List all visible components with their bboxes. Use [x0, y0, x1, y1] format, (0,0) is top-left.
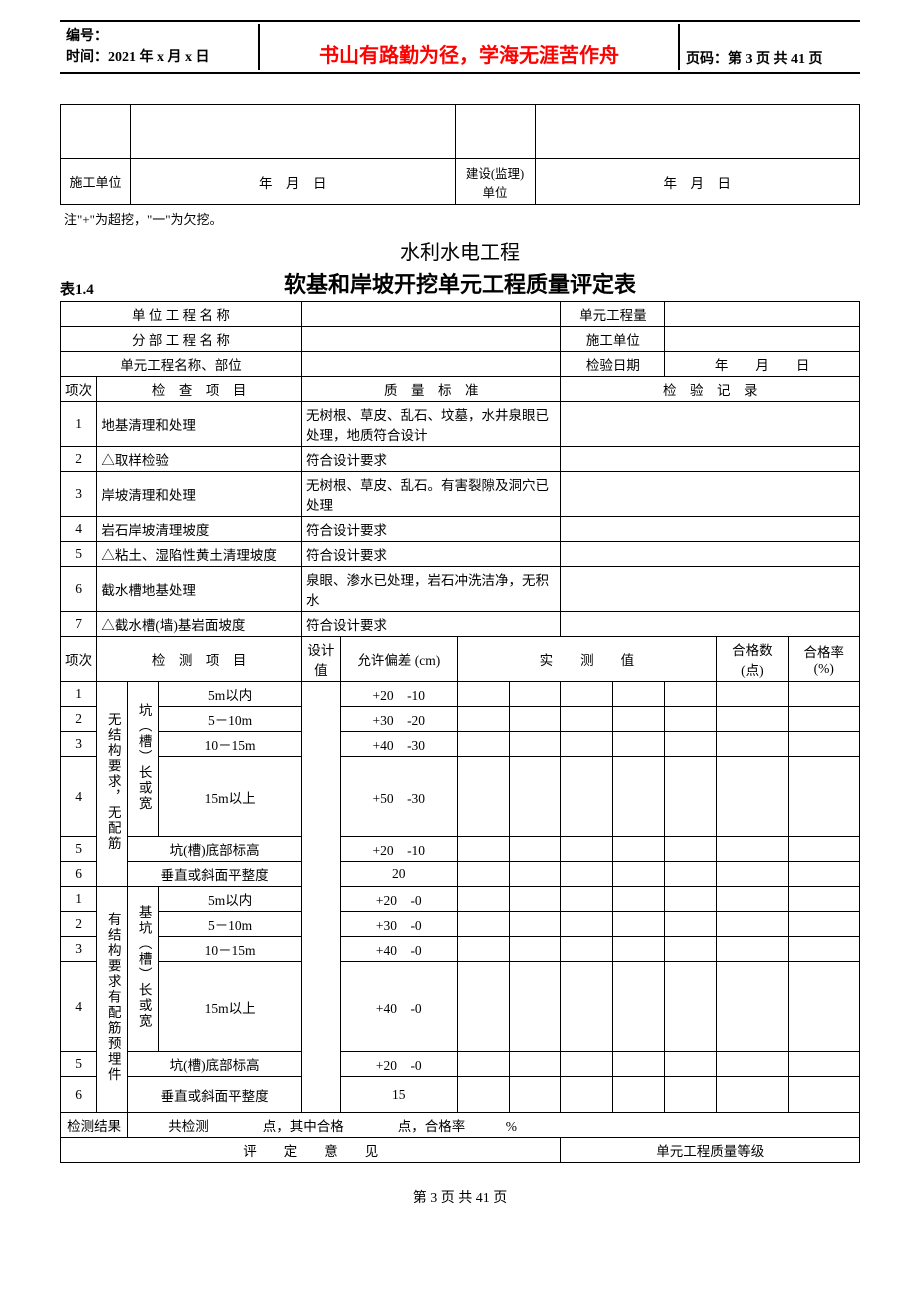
ch-c1: 项次: [61, 377, 97, 402]
group1-label: 无结构要求，无配筋: [97, 682, 128, 887]
sub-label: 坑（槽）长或宽: [128, 682, 159, 837]
final-right: 单元工程质量等级: [561, 1138, 860, 1163]
result-row: 检测结果 共检测 点，其中合格 点，合格率 %: [61, 1113, 860, 1138]
sig-right-date: 年 月 日: [535, 159, 860, 205]
sig-left-date: 年 月 日: [131, 159, 456, 205]
check-row: 4岩石岸坡清理坡度符合设计要求: [61, 517, 860, 542]
meas-row: 415m以上+40 -0: [61, 962, 860, 1052]
check-row: 7△截水槽(墙)基岩面坡度符合设计要求: [61, 612, 860, 637]
final-row: 评 定 意 见 单元工程质量等级: [61, 1138, 860, 1163]
meas-row: 6垂直或斜面平整度20: [61, 862, 860, 887]
signature-table: 施工单位 年 月 日 建设(监理) 单位 年 月 日: [60, 104, 860, 205]
mh-c6: 合格数 (点): [717, 637, 788, 682]
r1-left: 单 位 工 程 名 称: [61, 302, 302, 327]
meas-row: 1 有结构要求有配筋预埋件 基坑（槽）长或宽 5m以内 +20 -0: [61, 887, 860, 912]
mh-c5: 实 测 值: [457, 637, 717, 682]
r3-left: 单元工程名称、部位: [61, 352, 302, 377]
check-header: 项次 检 查 项 目 质 量 标 准 检 验 记 录: [61, 377, 860, 402]
ch-c3: 质 量 标 准: [301, 377, 561, 402]
mh-c2: 检 测 项 目: [97, 637, 302, 682]
sub-label2: 基坑（槽）长或宽: [128, 887, 159, 1052]
title-row: 表1.4 软基和岸坡开挖单元工程质量评定表: [60, 267, 860, 299]
check-row: 2△取样检验符合设计要求: [61, 447, 860, 472]
mh-c4: 允许偏差 (cm): [340, 637, 457, 682]
page-header: 编号： 时间：2021 年 x 月 x 日 书山有路勤为径，学海无涯苦作舟 页码…: [60, 24, 860, 74]
page-footer: 第 3 页 共 41 页: [60, 1187, 860, 1207]
info-row-2: 分 部 工 程 名 称 施工单位: [61, 327, 860, 352]
ch-c2: 检 查 项 目: [97, 377, 302, 402]
meas-row: 25－10m+30 -20: [61, 707, 860, 732]
ch-c4: 检 验 记 录: [561, 377, 860, 402]
mh-c1: 项次: [61, 637, 97, 682]
meas-row: 5坑(槽)底部标高+20 -10: [61, 837, 860, 862]
meas-row: 1 无结构要求，无配筋 坑（槽）长或宽 5m以内 +20 -10: [61, 682, 860, 707]
sig-right-label: 建设(监理) 单位: [455, 159, 535, 205]
result-label: 检测结果: [61, 1113, 128, 1138]
doc-heading: 水利水电工程: [60, 236, 860, 265]
r2-left: 分 部 工 程 名 称: [61, 327, 302, 352]
r3-right: 检验日期: [561, 352, 665, 377]
table-tag: 表1.4: [60, 278, 150, 299]
r3-date: 年 月 日: [665, 352, 860, 377]
result-text: 共检测 点，其中合格 点，合格率 %: [128, 1113, 860, 1138]
page: 编号： 时间：2021 年 x 月 x 日 书山有路勤为径，学海无涯苦作舟 页码…: [0, 0, 920, 1227]
time-label: 时间：2021 年 x 月 x 日: [66, 47, 252, 68]
meas-row: 415m以上+50 -30: [61, 757, 860, 837]
serial-label: 编号：: [66, 26, 252, 47]
meas-row: 6垂直或斜面平整度15: [61, 1077, 860, 1113]
meas-row: 25－10m+30 -0: [61, 912, 860, 937]
meas-row: 310－15m+40 -30: [61, 732, 860, 757]
meas-row: 310－15m+40 -0: [61, 937, 860, 962]
sig-left-label: 施工单位: [61, 159, 131, 205]
note: 注"+"为超挖，"一"为欠挖。: [64, 209, 860, 228]
header-page: 页码：第 3 页 共 41 页: [680, 24, 860, 70]
header-motto: 书山有路勤为径，学海无涯苦作舟: [260, 24, 680, 70]
check-row: 1地基清理和处理无树根、草皮、乱石、坟墓，水井泉眼已处理，地质符合设计: [61, 402, 860, 447]
table-title: 软基和岸坡开挖单元工程质量评定表: [150, 267, 770, 299]
check-row: 3岸坡清理和处理无树根、草皮、乱石。有害裂隙及洞穴已处理: [61, 472, 860, 517]
group2-label: 有结构要求有配筋预埋件: [97, 887, 128, 1113]
meas-header: 项次 检 测 项 目 设计值 允许偏差 (cm) 实 测 值 合格数 (点) 合…: [61, 637, 860, 682]
info-row-1: 单 位 工 程 名 称 单元工程量: [61, 302, 860, 327]
mh-c7: 合格率 (%): [788, 637, 859, 682]
header-left: 编号： 时间：2021 年 x 月 x 日: [60, 24, 260, 70]
check-row: 5△粘土、湿陷性黄土清理坡度符合设计要求: [61, 542, 860, 567]
r2-right: 施工单位: [561, 327, 665, 352]
info-row-3: 单元工程名称、部位 检验日期 年 月 日: [61, 352, 860, 377]
meas-row: 5坑(槽)底部标高+20 -0: [61, 1052, 860, 1077]
r1-right: 单元工程量: [561, 302, 665, 327]
header-topline: [60, 20, 860, 22]
check-row: 6截水槽地基处理泉眼、渗水已处理，岩石冲洗洁净，无积水: [61, 567, 860, 612]
mh-c3: 设计值: [301, 637, 340, 682]
final-left: 评 定 意 见: [61, 1138, 561, 1163]
evaluation-table: 单 位 工 程 名 称 单元工程量 分 部 工 程 名 称 施工单位 单元工程名…: [60, 301, 860, 1163]
